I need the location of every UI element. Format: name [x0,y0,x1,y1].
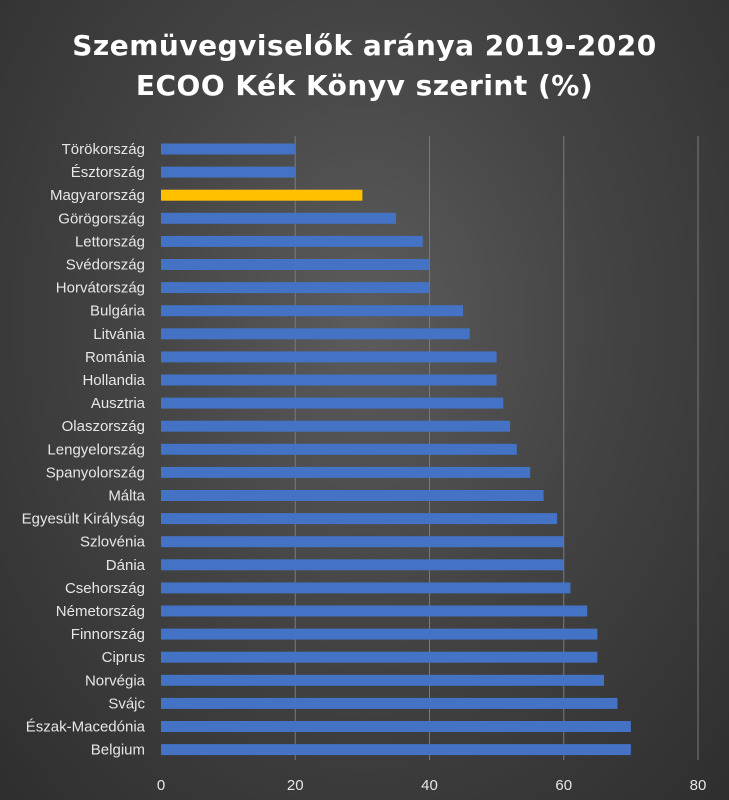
bar [161,628,598,640]
bar [161,189,363,201]
bar [161,697,618,709]
bar [161,513,558,525]
category-label: Észak-Macedónia [26,719,146,736]
x-tick-label: 20 [287,777,304,794]
bar [161,674,605,686]
bar [161,651,598,663]
bar [161,235,423,247]
category-label: Ausztria [91,395,146,412]
bar [161,582,571,594]
chart-title-line-2: ECOO Kék Könyv szerint (%) [135,69,594,102]
x-axis-ticks: 0 20 40 60 80 [157,777,707,794]
category-label: Svédország [66,257,145,274]
category-label: Ciprus [102,649,145,666]
bar [161,721,631,732]
bar [161,466,531,478]
category-label: Olaszország [62,418,145,435]
chart-title: Szemüvegviselők aránya 2019-2020 ECOO Ké… [0,26,729,106]
category-label: Lettország [75,233,145,250]
category-label: Horvátország [56,280,145,297]
category-label: Románia [85,349,146,366]
bar [161,305,464,317]
bar [161,559,564,571]
category-label: Litvánia [93,326,145,343]
bar [161,397,504,409]
category-label: Dánia [106,557,146,574]
x-tick-label: 40 [421,777,438,794]
bar [161,166,296,178]
category-label: Málta [108,488,145,505]
category-label: Csehország [65,580,145,597]
category-label: Törökország [62,141,145,158]
category-label: Bulgária [90,303,146,320]
bar [161,143,296,155]
category-labels: Törökország Észtország Magyarország Görögor… [22,141,146,759]
category-label: Észtország [71,164,145,181]
bar [161,212,396,224]
category-label: Norvégia [85,672,146,689]
category-label: Németország [56,603,145,620]
bar [161,259,430,270]
category-label: Szlovénia [80,534,146,551]
category-label: Magyarország [50,187,145,204]
category-label: Finnország [71,626,145,643]
bar [161,351,497,363]
bar [161,328,470,340]
bars [161,143,631,756]
category-label: Hollandia [82,372,145,389]
category-label: Lengyelország [47,441,145,458]
x-tick-label: 80 [690,777,707,794]
bar [161,490,544,501]
bar [161,374,497,386]
bar [161,536,564,548]
x-tick-label: 60 [555,777,572,794]
x-tick-label: 0 [157,777,165,794]
bar [161,744,631,756]
chart-title-line-1: Szemüvegviselők aránya 2019-2020 [72,29,657,62]
bar [161,605,588,617]
bar [161,282,430,294]
bar [161,443,517,455]
category-label: Görögország [58,210,145,227]
bar [161,420,511,432]
category-label: Svájc [108,695,145,712]
category-label: Belgium [91,742,145,759]
category-label: Spanyolország [46,464,145,481]
category-label: Egyesült Királyság [22,511,145,528]
